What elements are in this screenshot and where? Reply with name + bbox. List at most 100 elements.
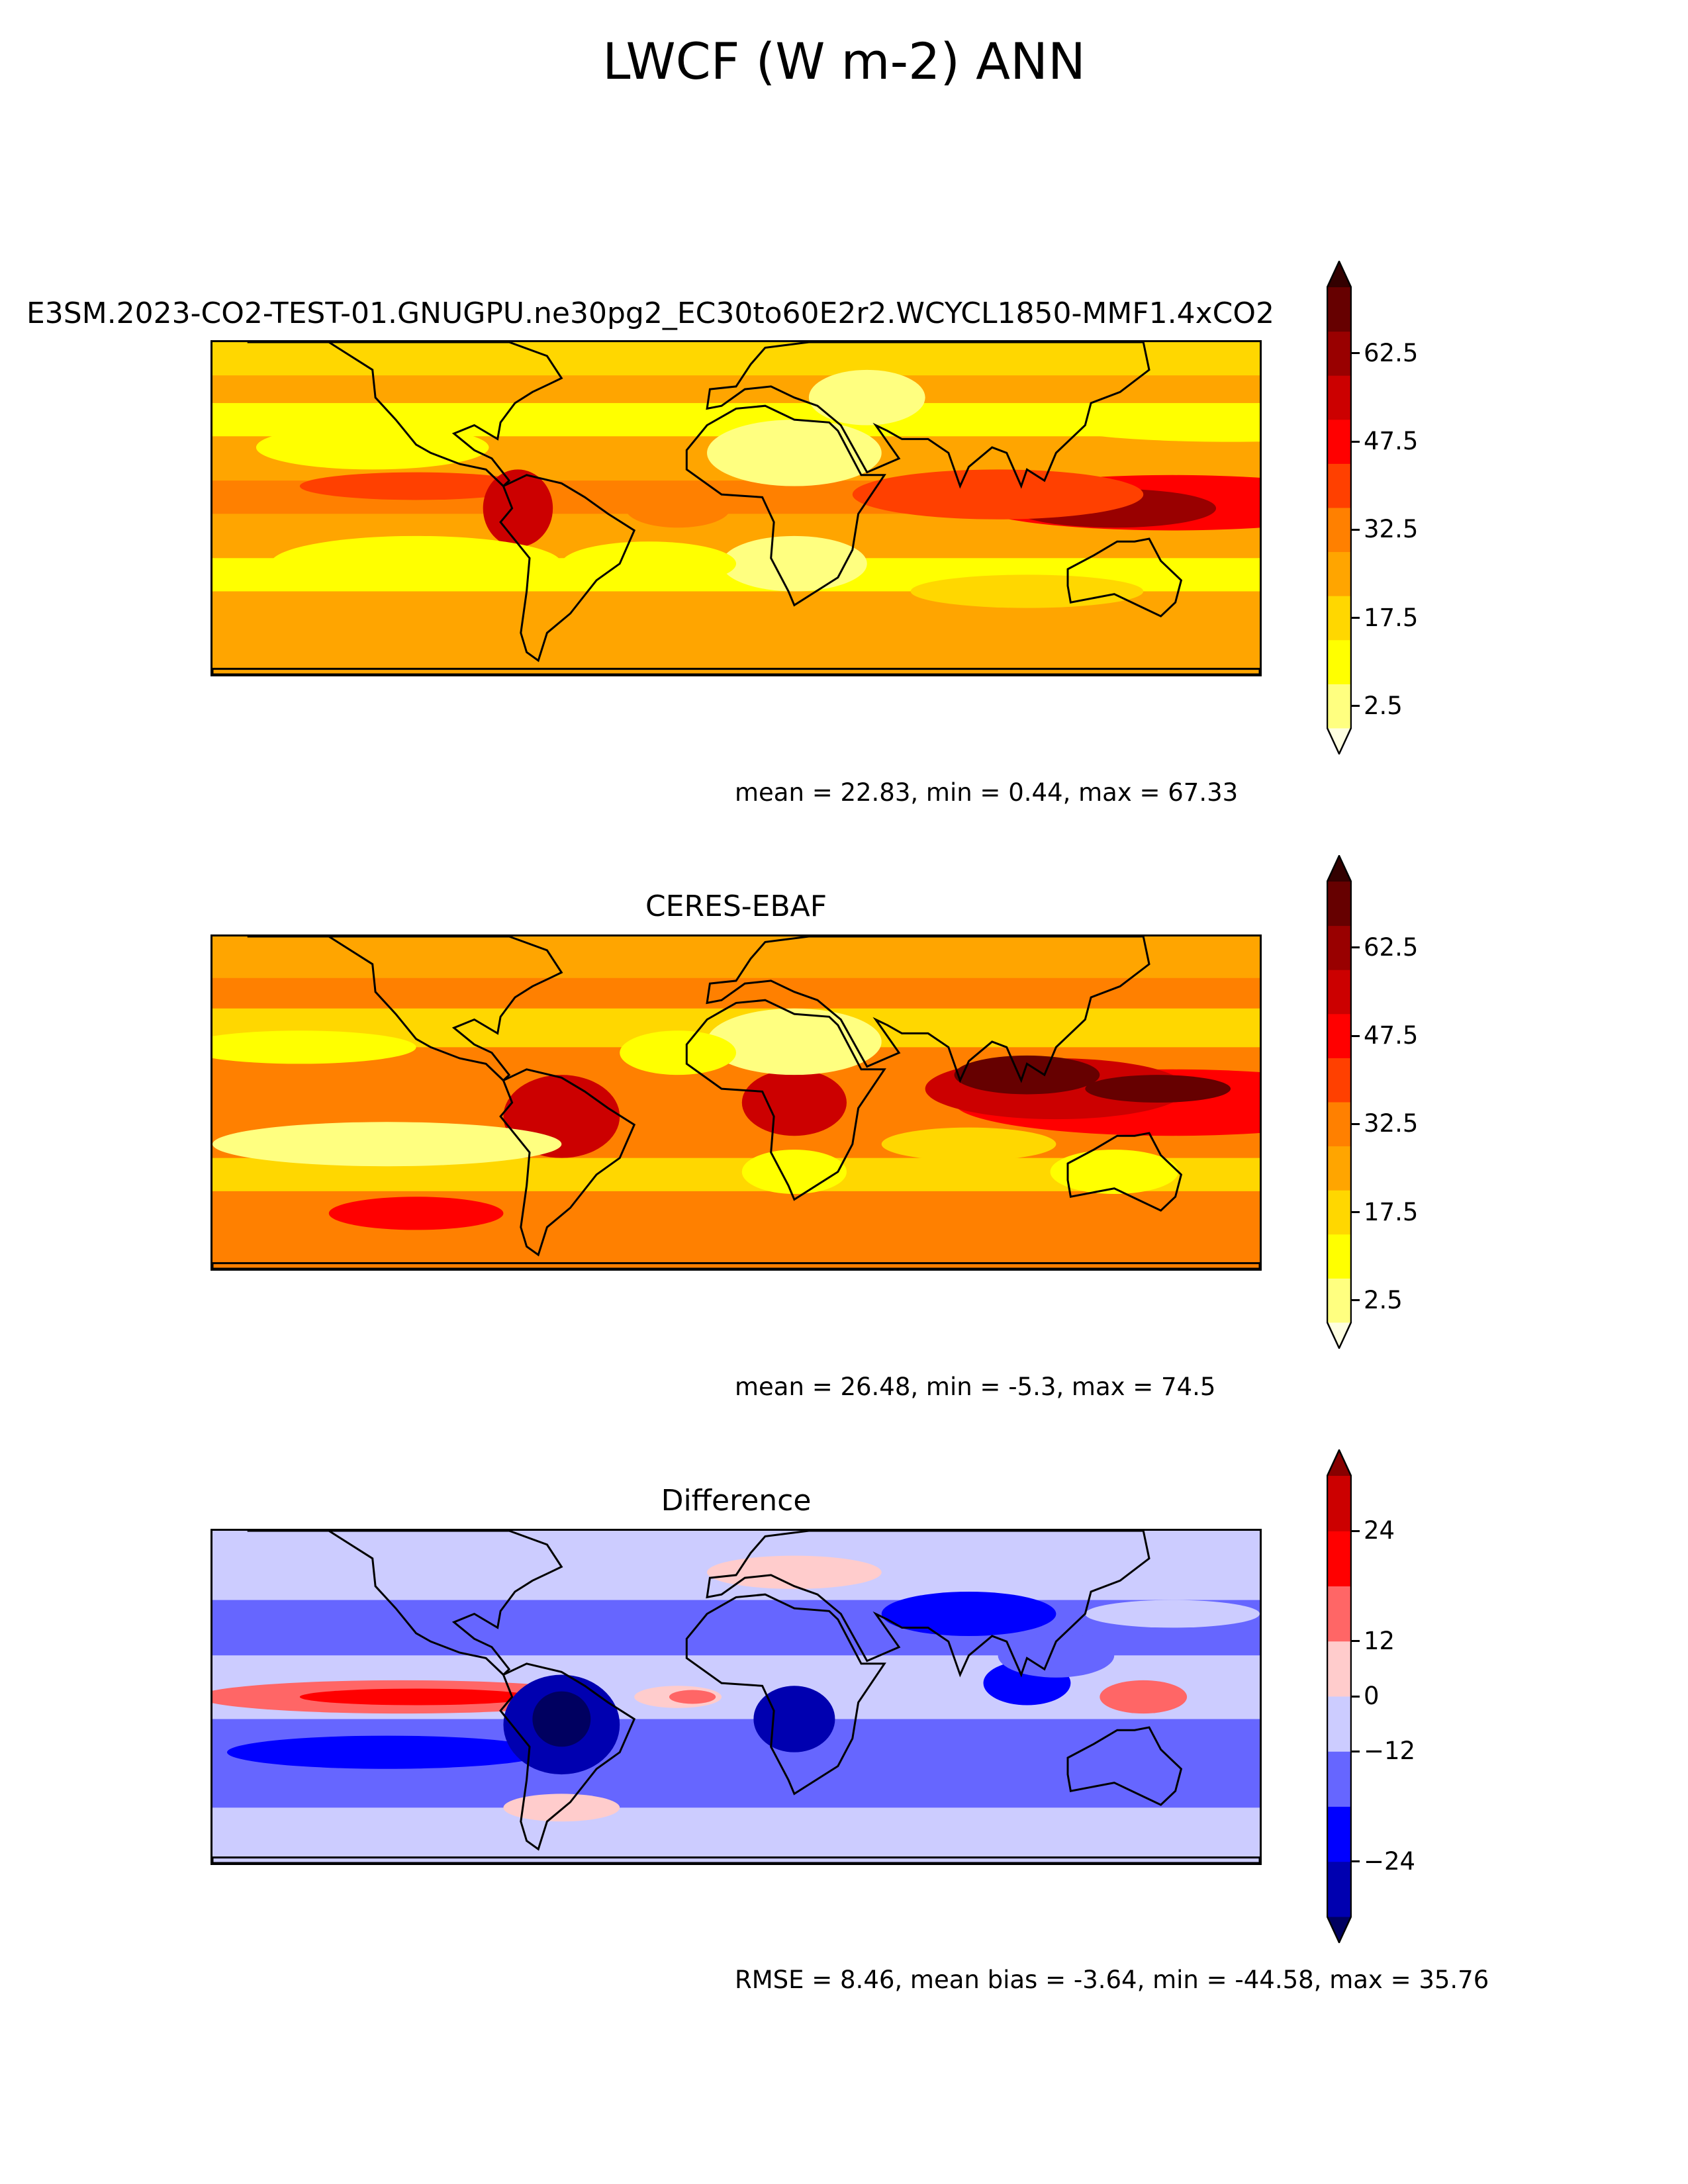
contour-region	[503, 1794, 620, 1822]
colorbar-1-scale	[1326, 259, 1352, 756]
coastline	[212, 668, 1260, 674]
colorbar-tick-label: −12	[1364, 1737, 1416, 1766]
figure-title: LWCF (W m-2) ANN	[602, 32, 1086, 91]
colorbar-tick-label: 32.5	[1364, 515, 1419, 544]
colorbar-bin	[1327, 375, 1352, 420]
colorbar-tick-label: 62.5	[1364, 933, 1419, 962]
panel-3-colorbar: −24 −12 0 12 24	[1326, 1448, 1415, 1944]
colorbar-tick-mark	[1352, 1640, 1360, 1643]
coastline	[212, 1856, 1260, 1863]
colorbar-bin	[1327, 1234, 1352, 1279]
colorbar-bin	[1327, 1102, 1352, 1147]
coastlines	[212, 936, 1260, 1269]
colorbar-bin	[1327, 1641, 1352, 1697]
contour-region	[226, 1735, 547, 1769]
colorbar-tick-label: −24	[1364, 1846, 1416, 1876]
colorbar-max-extend	[1327, 1449, 1352, 1476]
contour-band	[212, 1227, 1260, 1263]
colorbar-bin	[1327, 1190, 1352, 1235]
colorbar-bin	[1327, 1278, 1352, 1323]
contour-region	[881, 1127, 1056, 1161]
contour-region	[1085, 1075, 1231, 1103]
contour-region	[626, 488, 731, 528]
map-1-field	[212, 342, 1260, 674]
colorbar-max-extend	[1327, 261, 1352, 287]
colorbar-bin	[1327, 1476, 1352, 1531]
coastline	[499, 1662, 636, 1851]
colorbar-outline	[1326, 1448, 1352, 1944]
panel-1-colorbar: 2.5 17.5 32.5 47.5 62.5	[1326, 259, 1418, 756]
contour-region	[483, 469, 553, 547]
panel-2-map	[211, 934, 1262, 1271]
map-2-field	[212, 936, 1260, 1269]
coastline	[685, 404, 886, 607]
contour-region	[852, 469, 1144, 520]
contour-region	[881, 1592, 1056, 1636]
contour-region	[299, 472, 533, 500]
map-3-field	[212, 1531, 1260, 1863]
panel-2-title: CERES-EBAF	[645, 889, 827, 923]
coastline	[247, 342, 563, 488]
contour-region	[707, 420, 882, 486]
coastline	[212, 1262, 1260, 1269]
colorbar-bin	[1327, 882, 1352, 927]
colorbar-tick-mark	[1352, 705, 1360, 707]
colorbar-bin	[1327, 596, 1352, 641]
colorbar-bin	[1327, 1751, 1352, 1807]
colorbar-tick-mark	[1352, 1695, 1360, 1698]
colorbar-tick-label: 17.5	[1364, 603, 1419, 632]
colorbar-tick-mark	[1352, 1860, 1360, 1863]
colorbar-tick-mark	[1352, 1299, 1360, 1302]
contour-region	[212, 1030, 416, 1064]
contour-region	[1050, 1150, 1178, 1195]
colorbar-tick-label: 24	[1364, 1516, 1395, 1545]
colorbar-tick-label: 47.5	[1364, 1021, 1419, 1050]
coastline	[685, 999, 886, 1201]
panel-3-map	[211, 1529, 1262, 1865]
colorbar-bin	[1327, 331, 1352, 376]
colorbar-tick-label: 17.5	[1364, 1197, 1419, 1226]
colorbar-tick-label: 0	[1364, 1682, 1380, 1710]
contour-region	[741, 1150, 847, 1195]
contour-region	[910, 574, 1144, 608]
contour-region	[1085, 1600, 1260, 1628]
colorbar-bin	[1327, 1146, 1352, 1191]
colorbar-bin	[1327, 463, 1352, 508]
colorbar-bin	[1327, 925, 1352, 970]
colorbar-2-scale	[1326, 854, 1352, 1350]
contour-region	[741, 1069, 847, 1136]
contour-region	[753, 1686, 835, 1752]
colorbar-tick-label: 2.5	[1364, 691, 1403, 720]
colorbar-outline	[1326, 854, 1352, 1350]
colorbar-tick-mark	[1352, 1211, 1360, 1213]
colorbar-tick-mark	[1352, 528, 1360, 531]
colorbar-tick-mark	[1352, 1122, 1360, 1125]
colorbar-bin	[1327, 1586, 1352, 1642]
coastline	[1066, 537, 1183, 617]
colorbar-3-scale	[1326, 1448, 1352, 1944]
colorbar-outline	[1326, 259, 1352, 756]
colorbar-bin	[1327, 287, 1352, 332]
coastline	[685, 1593, 886, 1796]
coastline	[499, 1068, 636, 1257]
colorbar-bin	[1327, 684, 1352, 729]
contour-region	[808, 369, 925, 426]
contour-region	[270, 535, 562, 592]
colorbar-bin	[1327, 1696, 1352, 1752]
colorbar-bin	[1327, 1806, 1352, 1862]
colorbar-tick-label: 2.5	[1364, 1285, 1403, 1314]
colorbar-bin	[1327, 639, 1352, 684]
coastline	[706, 1531, 1150, 1678]
colorbar-tick-mark	[1352, 1750, 1360, 1752]
coastlines	[212, 342, 1260, 674]
panel-3-title: Difference	[661, 1484, 812, 1518]
colorbar-bin	[1327, 970, 1352, 1015]
contour-region	[328, 1197, 504, 1230]
contour-region	[669, 1690, 716, 1704]
colorbar-tick-mark	[1352, 1529, 1360, 1532]
panel-1-stats: mean = 22.83, min = 0.44, max = 67.33	[735, 778, 1239, 807]
contour-region	[707, 1008, 882, 1075]
contour-band	[212, 342, 1260, 376]
contour-region	[954, 1055, 1100, 1095]
colorbar-tick-mark	[1352, 617, 1360, 619]
